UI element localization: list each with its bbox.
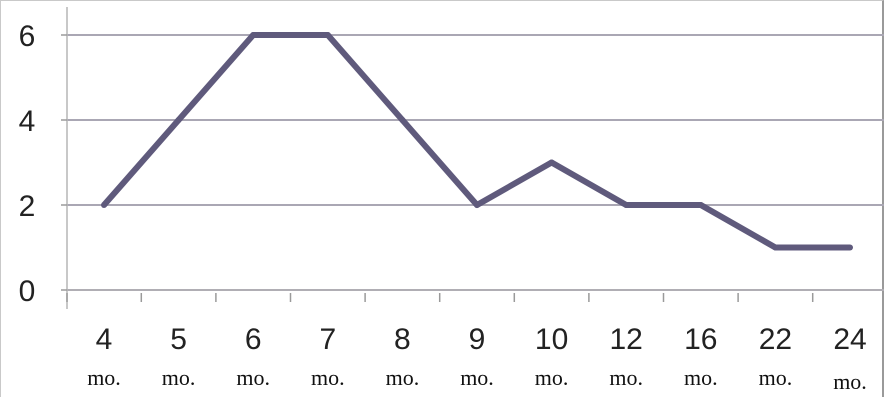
x-tick-label-4: 4 bbox=[96, 323, 113, 356]
x-tick-label-16: 16 bbox=[684, 323, 717, 356]
data-point-5 bbox=[175, 117, 182, 123]
series-layer bbox=[101, 32, 853, 251]
x-tick-label-9: 9 bbox=[469, 323, 486, 356]
y-tick-label-4: 4 bbox=[19, 105, 36, 138]
gridlines bbox=[67, 34, 884, 291]
x-tick-label-12: 12 bbox=[610, 323, 643, 356]
data-point-9 bbox=[474, 202, 480, 208]
x-tick-unit-9: mo. bbox=[460, 365, 494, 390]
y-tick-label-0: 0 bbox=[19, 275, 36, 308]
data-point-7 bbox=[324, 32, 331, 38]
data-point-12 bbox=[623, 202, 630, 208]
x-tick-unit-7: mo. bbox=[311, 365, 345, 390]
y-tick-label-2: 2 bbox=[19, 190, 36, 223]
data-point-8 bbox=[399, 117, 406, 123]
x-tick-unit-10: mo. bbox=[535, 365, 569, 390]
x-tick-label-6: 6 bbox=[245, 323, 262, 356]
data-point-22 bbox=[772, 244, 779, 251]
y-axis-tick-labels: 0 2 4 6 bbox=[19, 20, 36, 308]
data-point-16 bbox=[697, 202, 704, 208]
data-point-10 bbox=[548, 159, 555, 166]
x-tick-label-5: 5 bbox=[170, 323, 187, 356]
x-tick-unit-22: mo. bbox=[759, 365, 793, 390]
x-tick-unit-5: mo. bbox=[162, 365, 196, 390]
x-tick-unit-12: mo. bbox=[609, 365, 643, 390]
data-point-4 bbox=[101, 202, 107, 208]
x-tick-label-7: 7 bbox=[319, 323, 336, 356]
axes bbox=[61, 7, 884, 309]
x-tick-unit-6: mo. bbox=[236, 365, 270, 390]
data-point-6 bbox=[250, 32, 257, 38]
series-line-0 bbox=[101, 32, 850, 251]
x-tick-label-8: 8 bbox=[394, 323, 411, 356]
x-tick-label-10: 10 bbox=[535, 323, 568, 356]
x-tick-unit-4: mo. bbox=[87, 365, 121, 390]
x-tick-label-24: 24 bbox=[833, 323, 866, 356]
y-tick-label-6: 6 bbox=[19, 20, 36, 53]
data-point-24 bbox=[847, 244, 853, 251]
x-tick-unit-24: mo. bbox=[833, 369, 867, 394]
x-axis-tick-labels: 4 mo. 5 mo. 6 mo. 7 mo. 8 mo. 9 mo. 10 mo. 12 mo. 16 mo. 2… bbox=[87, 323, 867, 394]
x-tick-unit-8: mo. bbox=[386, 365, 420, 390]
x-tick-label-22: 22 bbox=[759, 323, 792, 356]
x-tick-unit-16: mo. bbox=[684, 365, 718, 390]
